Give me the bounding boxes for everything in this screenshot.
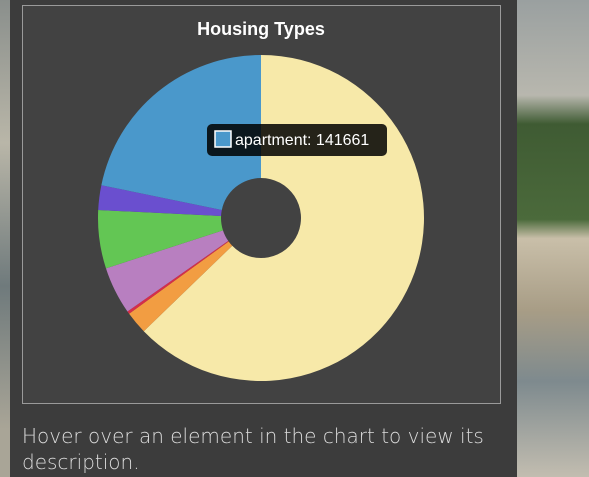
tooltip-text: apartment: 141661 — [235, 132, 369, 149]
tooltip: apartment: 141661 — [207, 124, 387, 156]
chart-title: Housing Types — [197, 19, 325, 39]
tooltip-swatch — [215, 131, 231, 147]
description: Hover over an element in the chart to vi… — [22, 423, 502, 475]
chart: Housing Types apartment: 141661 — [0, 0, 589, 477]
screen: Housing Types apartment: 141661 Hover ov… — [0, 0, 589, 477]
